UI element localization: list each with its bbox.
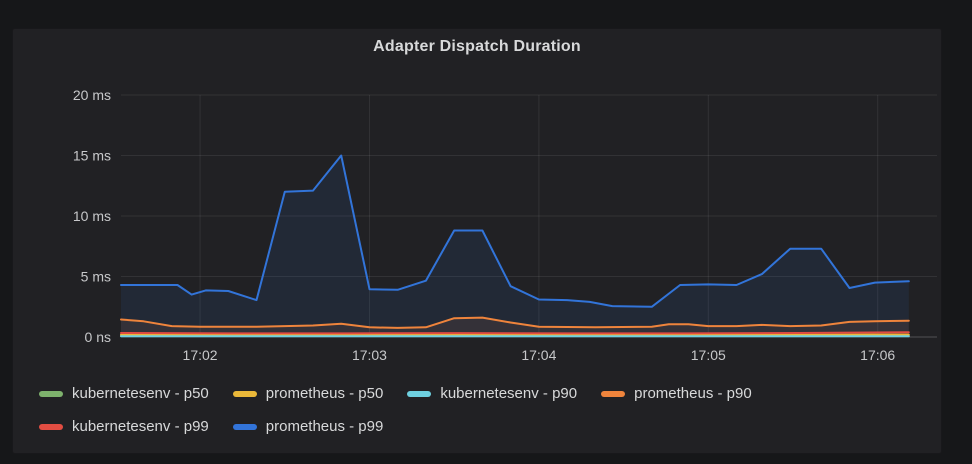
legend-item-kubernetesenv-p99[interactable]: kubernetesenv - p99 bbox=[39, 418, 209, 435]
panel-title[interactable]: Adapter Dispatch Duration bbox=[373, 38, 581, 55]
svg-text:15 ms: 15 ms bbox=[73, 148, 111, 164]
timeseries-chart[interactable]: 0 ns 5 ms 10 ms 15 ms 20 ms 17:02 17:03 17:04 17… bbox=[13, 29, 943, 374]
svg-text:5 ms: 5 ms bbox=[81, 269, 111, 285]
svg-text:17:05: 17:05 bbox=[691, 347, 726, 363]
legend-row-1: kubernetesenv - p50 prometheus - p50 kub… bbox=[39, 377, 931, 410]
legend: kubernetesenv - p50 prometheus - p50 kub… bbox=[39, 377, 931, 443]
series-swatch-icon bbox=[39, 423, 63, 430]
svg-text:10 ms: 10 ms bbox=[73, 208, 111, 224]
series-swatch-icon bbox=[601, 390, 626, 397]
legend-item-prometheus-p50[interactable]: prometheus - p50 bbox=[232, 385, 384, 402]
legend-label: prometheus - p50 bbox=[265, 385, 384, 402]
legend-label: prometheus - p90 bbox=[634, 385, 752, 402]
series-swatch-icon bbox=[407, 390, 432, 397]
legend-label: prometheus - p99 bbox=[265, 418, 384, 435]
legend-label: kubernetesenv - p90 bbox=[440, 385, 578, 402]
legend-row-2: kubernetesenv - p99 prometheus - p99 bbox=[39, 410, 931, 443]
legend-label: kubernetesenv - p99 bbox=[72, 418, 209, 435]
svg-text:17:03: 17:03 bbox=[352, 347, 387, 363]
grafana-panel: Adapter Dispatch Duration 0 ns 5 ms 10 ms 1… bbox=[12, 28, 942, 454]
svg-text:17:04: 17:04 bbox=[521, 347, 556, 363]
svg-text:0 ns: 0 ns bbox=[85, 329, 111, 345]
legend-item-kubernetesenv-p90[interactable]: kubernetesenv - p90 bbox=[407, 385, 577, 402]
legend-item-kubernetesenv-p50[interactable]: kubernetesenv - p50 bbox=[39, 385, 209, 402]
svg-text:17:02: 17:02 bbox=[183, 347, 218, 363]
legend-label: kubernetesenv - p50 bbox=[72, 385, 209, 402]
series-swatch-icon bbox=[232, 390, 257, 397]
svg-text:17:06: 17:06 bbox=[860, 347, 895, 363]
legend-item-prometheus-p99[interactable]: prometheus - p99 bbox=[232, 418, 384, 435]
svg-text:20 ms: 20 ms bbox=[73, 87, 111, 103]
series-swatch-icon bbox=[232, 423, 257, 430]
legend-item-prometheus-p90[interactable]: prometheus - p90 bbox=[601, 385, 752, 402]
series-swatch-icon bbox=[39, 390, 63, 397]
